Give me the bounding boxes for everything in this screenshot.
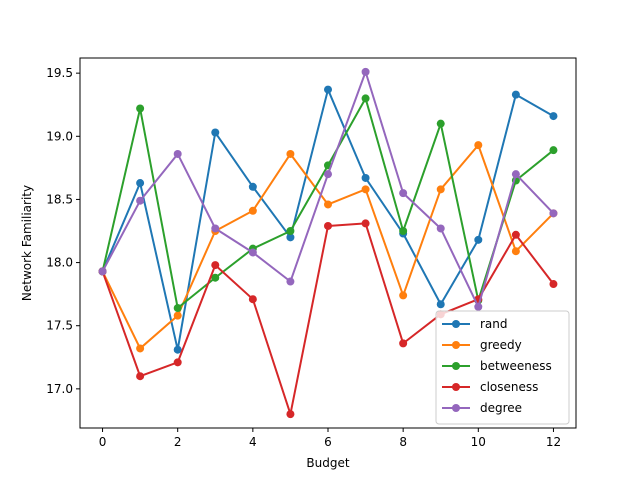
- data-point-degree-2: [173, 149, 182, 158]
- data-point-rand-6: [324, 85, 332, 94]
- data-point-degree-7: [361, 67, 370, 76]
- x-tick-label: 4: [249, 435, 257, 449]
- data-point-closeness-7: [361, 219, 370, 228]
- data-point-betweeness-7: [361, 94, 370, 103]
- data-point-degree-8: [399, 189, 408, 198]
- data-point-degree-12: [549, 209, 558, 218]
- legend-swatch-marker: [452, 362, 460, 370]
- legend-label: closeness: [480, 380, 538, 394]
- legend-label: rand: [480, 317, 508, 331]
- y-tick-label: 18.5: [46, 192, 73, 206]
- data-point-closeness-2: [173, 358, 182, 367]
- data-point-rand-5: [286, 233, 295, 242]
- data-point-betweeness-12: [549, 146, 558, 155]
- legend-swatch-marker: [452, 383, 460, 391]
- data-point-greedy-1: [136, 344, 145, 353]
- x-tick-label: 0: [99, 435, 107, 449]
- y-tick-label: 19.5: [46, 66, 73, 80]
- data-point-greedy-5: [286, 149, 295, 158]
- data-point-closeness-11: [511, 230, 520, 239]
- data-point-closeness-6: [324, 221, 332, 230]
- series-degree: [98, 67, 558, 311]
- data-point-betweeness-9: [436, 119, 445, 128]
- data-point-closeness-8: [399, 339, 408, 348]
- legend-swatch-marker: [452, 320, 460, 328]
- data-point-closeness-1: [136, 372, 145, 381]
- data-point-rand-3: [211, 128, 220, 137]
- data-point-closeness-5: [286, 410, 295, 419]
- x-tick-label: 2: [174, 435, 182, 449]
- legend-label: degree: [480, 401, 522, 415]
- y-tick-label: 17.0: [46, 382, 73, 396]
- data-point-closeness-3: [211, 261, 220, 270]
- data-point-degree-1: [136, 196, 145, 205]
- legend-label: betweeness: [480, 359, 552, 373]
- data-point-rand-12: [549, 112, 558, 121]
- data-point-degree-3: [211, 224, 220, 233]
- data-point-degree-9: [436, 224, 445, 233]
- y-tick-label: 18.0: [46, 256, 73, 270]
- data-point-degree-10: [474, 302, 483, 311]
- legend: rand greedy betweeness closeness degree: [435, 310, 570, 425]
- legend-box: [435, 310, 570, 425]
- data-point-betweeness-8: [399, 227, 408, 235]
- legend-swatch-marker: [452, 341, 460, 349]
- data-point-degree-5: [286, 277, 295, 286]
- data-point-greedy-11: [511, 247, 520, 256]
- y-axis-label: Network Familiarity: [20, 185, 34, 301]
- data-point-degree-0: [98, 267, 107, 276]
- legend-item-betweeness: betweeness: [442, 359, 552, 373]
- series-layer: [98, 67, 558, 419]
- data-point-closeness-4: [248, 295, 257, 304]
- data-point-greedy-8: [399, 291, 408, 300]
- legend-item-greedy: greedy: [442, 338, 522, 352]
- data-point-greedy-10: [474, 141, 483, 150]
- data-point-degree-4: [248, 248, 257, 257]
- data-point-closeness-12: [549, 280, 558, 289]
- data-point-betweeness-5: [286, 227, 295, 235]
- x-tick-label: 8: [399, 435, 407, 449]
- legend-item-degree: degree: [442, 401, 522, 415]
- legend-swatch-marker: [452, 404, 460, 412]
- data-point-greedy-6: [324, 200, 332, 209]
- data-point-greedy-9: [436, 185, 445, 194]
- x-tick-label: 6: [324, 435, 332, 449]
- data-point-rand-9: [436, 300, 445, 309]
- data-point-greedy-2: [173, 311, 182, 320]
- legend-item-closeness: closeness: [442, 380, 538, 394]
- y-tick-label: 19.0: [46, 129, 73, 143]
- x-axis-ticks: 0 2 4 6 8 10 12: [99, 428, 561, 449]
- y-tick-label: 17.5: [46, 319, 73, 333]
- data-point-rand-7: [361, 173, 370, 182]
- data-point-greedy-4: [248, 206, 257, 215]
- legend-label: greedy: [480, 338, 522, 352]
- data-point-rand-11: [511, 90, 520, 99]
- data-point-rand-4: [248, 182, 257, 191]
- data-point-greedy-7: [361, 185, 370, 194]
- y-axis-ticks: 17.0 17.5 18.0 18.5 19.0 19.5: [46, 66, 80, 396]
- data-point-degree-6: [324, 170, 332, 179]
- data-point-betweeness-2: [173, 304, 182, 313]
- data-point-rand-10: [474, 235, 483, 244]
- x-tick-label: 10: [471, 435, 486, 449]
- data-point-betweeness-1: [136, 104, 145, 113]
- x-axis-label: Budget: [306, 456, 349, 470]
- data-point-betweeness-3: [211, 273, 220, 282]
- data-point-rand-1: [136, 179, 145, 188]
- legend-item-rand: rand: [442, 317, 508, 331]
- data-point-degree-11: [511, 170, 520, 179]
- data-point-rand-2: [173, 345, 182, 354]
- x-tick-label: 12: [546, 435, 561, 449]
